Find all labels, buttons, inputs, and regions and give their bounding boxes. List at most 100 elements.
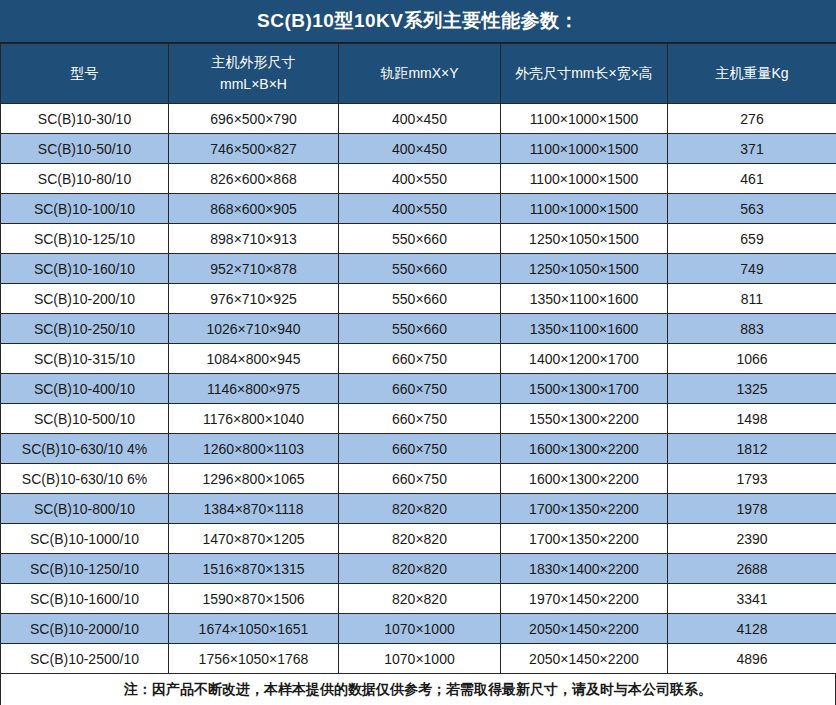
table-cell: SC(B)10-630/10 6%: [1, 464, 169, 494]
table-cell: 1516×870×1315: [169, 554, 339, 584]
table-cell: 4128: [668, 614, 836, 644]
table-cell: SC(B)10-160/10: [1, 254, 169, 284]
table-cell: 276: [668, 104, 836, 134]
table-cell: 826×600×868: [169, 164, 339, 194]
table-cell: 811: [668, 284, 836, 314]
table-cell: 1500×1300×1700: [501, 374, 668, 404]
table-cell: 2688: [668, 554, 836, 584]
table-cell: SC(B)10-250/10: [1, 314, 169, 344]
table-cell: SC(B)10-1000/10: [1, 524, 169, 554]
table-row: SC(B)10-630/10 6%1296×800×1065660×750160…: [1, 464, 836, 494]
table-cell: 3341: [668, 584, 836, 614]
table-cell: SC(B)10-2500/10: [1, 644, 169, 674]
table-cell: SC(B)10-500/10: [1, 404, 169, 434]
table-row: SC(B)10-50/10746×500×827400×4501100×1000…: [1, 134, 836, 164]
table-cell: SC(B)10-100/10: [1, 194, 169, 224]
table-cell: 400×550: [339, 194, 501, 224]
table-body: SC(B)10-30/10696×500×790400×4501100×1000…: [1, 104, 836, 674]
table-cell: 1350×1100×1600: [501, 284, 668, 314]
table-cell: 2050×1450×2200: [501, 644, 668, 674]
table-row: SC(B)10-630/10 4%1260×800×1103660×750160…: [1, 434, 836, 464]
col-header-weight: 主机重量Kg: [668, 44, 836, 104]
table-cell: SC(B)10-1600/10: [1, 584, 169, 614]
table-cell: 1260×800×1103: [169, 434, 339, 464]
table-cell: 550×660: [339, 284, 501, 314]
table-row: SC(B)10-100/10868×600×905400×5501100×100…: [1, 194, 836, 224]
table-cell: 1756×1050×1768: [169, 644, 339, 674]
table-cell: 1176×800×1040: [169, 404, 339, 434]
col-header-track-gauge-label: 轨距mmX×Y: [339, 63, 500, 85]
table-cell: SC(B)10-400/10: [1, 374, 169, 404]
table-cell: 1812: [668, 434, 836, 464]
table-header: 型号 主机外形尺寸 mmL×B×H 轨距mmX×Y 外壳尺寸mm长×宽×高 主机…: [1, 44, 836, 104]
table-cell: 1498: [668, 404, 836, 434]
table-cell: 660×750: [339, 374, 501, 404]
table-cell: SC(B)10-630/10 4%: [1, 434, 169, 464]
table-cell: 400×450: [339, 134, 501, 164]
footer-note: 注：因产品不断改进，本样本提供的数据仅供参考；若需取得最新尺寸，请及时与本公司联…: [0, 674, 836, 705]
table-cell: 1674×1050×1651: [169, 614, 339, 644]
table-cell: SC(B)10-200/10: [1, 284, 169, 314]
col-header-track-gauge: 轨距mmX×Y: [339, 44, 501, 104]
table-row: SC(B)10-160/10952×710×878550×6601250×105…: [1, 254, 836, 284]
table-cell: 1978: [668, 494, 836, 524]
table-cell: 1296×800×1065: [169, 464, 339, 494]
table-row: SC(B)10-250/101026×710×940550×6601350×11…: [1, 314, 836, 344]
table-cell: 1066: [668, 344, 836, 374]
table-cell: 1100×1000×1500: [501, 134, 668, 164]
table-row: SC(B)10-1600/101590×870×1506820×8201970×…: [1, 584, 836, 614]
col-header-main-dimensions-line2: mmL×B×H: [169, 74, 338, 96]
table-cell: 4896: [668, 644, 836, 674]
table-cell: 868×600×905: [169, 194, 339, 224]
table-cell: 1070×1000: [339, 614, 501, 644]
table-row: SC(B)10-30/10696×500×790400×4501100×1000…: [1, 104, 836, 134]
table-cell: 1250×1050×1500: [501, 224, 668, 254]
table-row: SC(B)10-80/10826×600×868400×5501100×1000…: [1, 164, 836, 194]
table-cell: 1830×1400×2200: [501, 554, 668, 584]
table-cell: 1100×1000×1500: [501, 194, 668, 224]
col-header-model-label: 型号: [1, 63, 168, 85]
col-header-main-dimensions-line1: 主机外形尺寸: [169, 52, 338, 74]
table-cell: SC(B)10-2000/10: [1, 614, 169, 644]
table-cell: 1550×1300×2200: [501, 404, 668, 434]
table-row: SC(B)10-200/10976×710×925550×6601350×110…: [1, 284, 836, 314]
table-row: SC(B)10-2000/101674×1050×16511070×100020…: [1, 614, 836, 644]
table-cell: 749: [668, 254, 836, 284]
table-row: SC(B)10-1000/101470×870×1205820×8201700×…: [1, 524, 836, 554]
table-cell: 820×820: [339, 494, 501, 524]
table-cell: 2050×1450×2200: [501, 614, 668, 644]
table-row: SC(B)10-500/101176×800×1040660×7501550×1…: [1, 404, 836, 434]
table-cell: 1793: [668, 464, 836, 494]
table-cell: 1146×800×975: [169, 374, 339, 404]
table-cell: 820×820: [339, 554, 501, 584]
table-cell: SC(B)10-125/10: [1, 224, 169, 254]
col-header-weight-label: 主机重量Kg: [668, 63, 836, 85]
table-cell: 1700×1350×2200: [501, 524, 668, 554]
table-cell: 1970×1450×2200: [501, 584, 668, 614]
table-cell: SC(B)10-80/10: [1, 164, 169, 194]
table-cell: 550×660: [339, 314, 501, 344]
table-cell: 952×710×878: [169, 254, 339, 284]
table-cell: 660×750: [339, 404, 501, 434]
table-cell: 1100×1000×1500: [501, 164, 668, 194]
table-header-row: 型号 主机外形尺寸 mmL×B×H 轨距mmX×Y 外壳尺寸mm长×宽×高 主机…: [1, 44, 836, 104]
table-cell: 1400×1200×1700: [501, 344, 668, 374]
table-cell: 659: [668, 224, 836, 254]
table-cell: 563: [668, 194, 836, 224]
table-cell: 883: [668, 314, 836, 344]
table-cell: 820×820: [339, 584, 501, 614]
table-cell: 461: [668, 164, 836, 194]
table-row: SC(B)10-2500/101756×1050×17681070×100020…: [1, 644, 836, 674]
table-cell: SC(B)10-50/10: [1, 134, 169, 164]
table-cell: SC(B)10-1250/10: [1, 554, 169, 584]
table-row: SC(B)10-315/101084×800×945660×7501400×12…: [1, 344, 836, 374]
table-cell: 1384×870×1118: [169, 494, 339, 524]
spec-table: 型号 主机外形尺寸 mmL×B×H 轨距mmX×Y 外壳尺寸mm长×宽×高 主机…: [0, 43, 836, 674]
col-header-shell-dimensions: 外壳尺寸mm长×宽×高: [501, 44, 668, 104]
table-cell: 550×660: [339, 224, 501, 254]
col-header-shell-dimensions-label: 外壳尺寸mm长×宽×高: [501, 63, 667, 85]
table-row: SC(B)10-1250/101516×870×1315820×8201830×…: [1, 554, 836, 584]
table-cell: 1250×1050×1500: [501, 254, 668, 284]
table-cell: 1070×1000: [339, 644, 501, 674]
table-cell: 660×750: [339, 464, 501, 494]
